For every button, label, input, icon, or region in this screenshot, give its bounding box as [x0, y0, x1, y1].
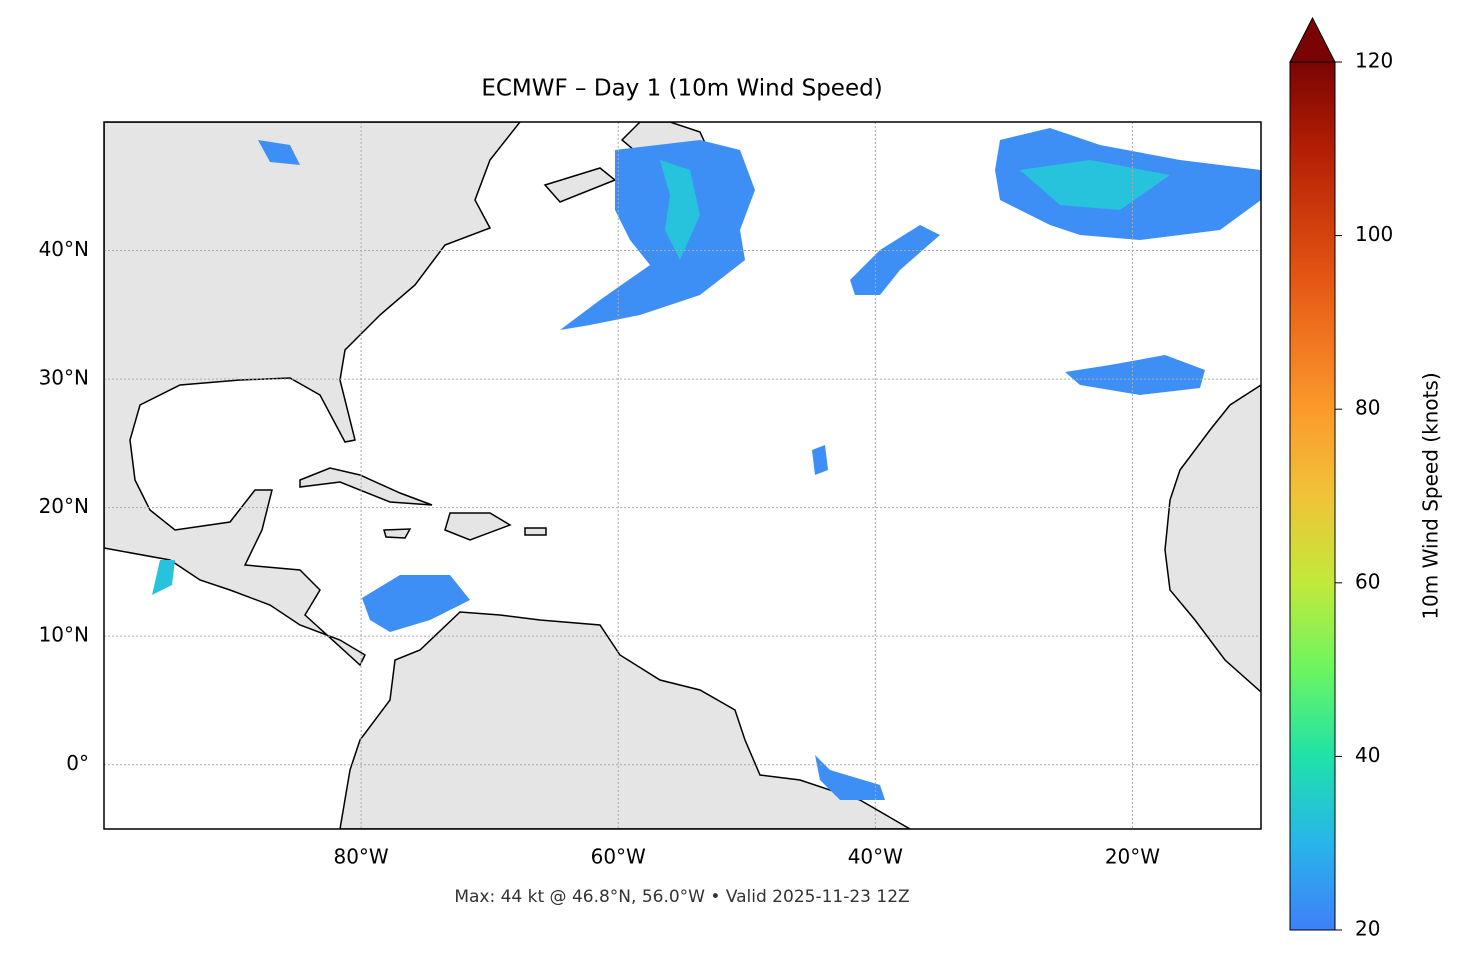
wind-area — [850, 225, 940, 295]
wind-area — [812, 445, 828, 475]
wind-area — [1020, 160, 1170, 210]
y-tick-label: 40°N — [39, 237, 89, 261]
title: ECMWF – Day 1 (10m Wind Speed) — [481, 76, 882, 102]
nova-scotia — [543, 167, 617, 203]
wind-area — [660, 160, 700, 260]
wind-area — [258, 140, 300, 165]
colorbar-extend — [1289, 16, 1336, 63]
map-frame — [103, 121, 1262, 830]
colorbar-label: 10m Wind Speed (knots) — [1419, 372, 1443, 619]
footer: Max: 44 kt @ 46.8°N, 56.0°W • Valid 2025… — [454, 887, 909, 907]
x-tick-label: 40°W — [848, 845, 903, 869]
colorbar-tick-label: 120 — [1355, 49, 1393, 73]
wind-area — [815, 755, 885, 800]
wind-area — [560, 140, 755, 330]
wind-area — [362, 575, 470, 632]
north-america — [104, 122, 521, 667]
south-america — [339, 611, 912, 829]
map — [104, 122, 1261, 829]
y-tick-label: 30°N — [39, 366, 89, 390]
africa — [1164, 384, 1261, 694]
y-tick-label: 10°N — [39, 623, 89, 647]
wind-area — [152, 560, 175, 595]
colorbar-tick-label: 60 — [1355, 569, 1380, 593]
x-tick-label: 60°W — [591, 845, 646, 869]
puerto-rico — [524, 527, 547, 536]
wind-area — [1065, 355, 1205, 395]
colorbar-tick-label: 100 — [1355, 222, 1393, 246]
colorbar-tick-label: 80 — [1355, 396, 1380, 420]
colorbar-tick-label: 40 — [1355, 743, 1380, 767]
hispaniola — [444, 512, 512, 541]
cuba — [299, 467, 433, 506]
jamaica — [383, 528, 412, 539]
colorbar — [1289, 61, 1336, 931]
y-tick-label: 0° — [66, 751, 89, 775]
x-tick-label: 80°W — [333, 845, 388, 869]
y-tick-label: 20°N — [39, 494, 89, 518]
x-tick-label: 20°W — [1105, 845, 1160, 869]
colorbar-tick-label: 20 — [1355, 917, 1380, 941]
